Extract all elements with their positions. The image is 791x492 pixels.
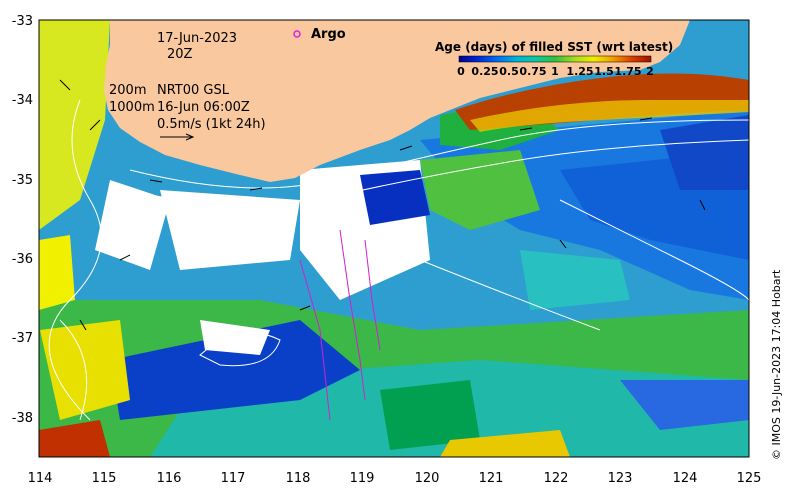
lat-tick: -37 bbox=[12, 331, 33, 346]
velocity-scale-arrow bbox=[160, 133, 195, 141]
product-time-label: 16-Jun 06:00Z bbox=[157, 100, 250, 115]
lon-tick: 119 bbox=[350, 471, 375, 486]
date-label: 17-Jun-2023 bbox=[157, 31, 237, 46]
colorbar bbox=[458, 55, 652, 63]
lon-tick: 125 bbox=[737, 471, 762, 486]
colorbar-tick: 0.25 bbox=[471, 65, 498, 78]
argo-label: Argo bbox=[311, 27, 346, 42]
colorbar-title: Age (days) of filled SST (wrt latest) bbox=[435, 40, 673, 54]
argo-tracks bbox=[299, 229, 381, 421]
velocity-arrows bbox=[59, 79, 706, 331]
lat-axis: -33 -34 -35 -36 -37 -38 bbox=[12, 14, 33, 426]
colorbar-tick: 0.5 bbox=[499, 65, 519, 78]
lat-tick: -38 bbox=[12, 411, 33, 426]
lon-axis: 114 115 116 117 118 119 120 121 122 123 … bbox=[28, 471, 762, 486]
credit-label: © IMOS 19-Jun-2023 17:04 Hobart bbox=[770, 269, 783, 460]
product-label: NRT00 GSL bbox=[157, 83, 230, 98]
lon-tick: 114 bbox=[28, 471, 53, 486]
argo-marker-icon bbox=[293, 30, 301, 38]
lon-tick: 122 bbox=[544, 471, 569, 486]
colorbar-tick: 0.75 bbox=[519, 65, 546, 78]
lon-tick: 115 bbox=[92, 471, 117, 486]
depth-200-label: 200m bbox=[109, 83, 146, 98]
colorbar-tick: 2 bbox=[646, 65, 654, 78]
lat-tick: -33 bbox=[12, 14, 33, 29]
colorbar-tick: 0 bbox=[457, 65, 465, 78]
lon-tick: 120 bbox=[415, 471, 440, 486]
lon-tick: 124 bbox=[673, 471, 698, 486]
colorbar-tick: 1.25 bbox=[566, 65, 593, 78]
colorbar-tick: 1.75 bbox=[614, 65, 641, 78]
depth-1000-label: 1000m bbox=[109, 100, 155, 115]
colorbar-ticks: 0 0.25 0.5 0.75 1 1.25 1.5 1.75 2 bbox=[457, 65, 654, 78]
plot-frame bbox=[38, 19, 750, 458]
sst-age-field bbox=[39, 20, 749, 457]
colorbar-tick: 1.5 bbox=[594, 65, 614, 78]
lon-tick: 116 bbox=[157, 471, 182, 486]
plot-area bbox=[39, 20, 749, 457]
lon-tick: 117 bbox=[221, 471, 246, 486]
colorbar-tick: 1 bbox=[551, 65, 559, 78]
lon-tick: 121 bbox=[479, 471, 504, 486]
time-label: 20Z bbox=[167, 47, 193, 62]
lat-tick: -36 bbox=[12, 252, 33, 267]
lat-tick: -34 bbox=[12, 93, 33, 108]
lat-tick: -35 bbox=[12, 173, 33, 188]
lon-tick: 123 bbox=[608, 471, 633, 486]
velocity-scale-label: 0.5m/s (1kt 24h) bbox=[157, 117, 266, 132]
bathymetry-contours bbox=[48, 99, 749, 421]
lon-tick: 118 bbox=[286, 471, 311, 486]
